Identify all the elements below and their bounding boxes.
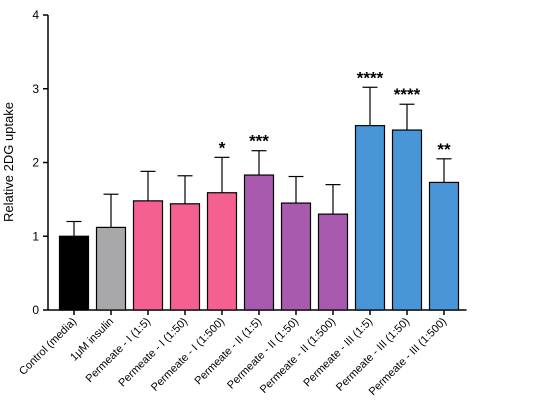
chart-significance-markers: * ************* [219,68,451,159]
bar [391,129,423,311]
bar [354,125,386,311]
bar [58,235,90,311]
y-tick-label: 3 [32,82,39,96]
y-tick-label: 0 [32,303,39,317]
chart-error-bars [66,86,452,237]
significance-label: **** [357,68,384,87]
bar [169,203,201,311]
y-axis-title: Relative 2DG uptake [1,102,16,222]
significance-label: *** [249,132,269,151]
significance-label: * [219,138,226,157]
y-tick-label: 1 [32,229,39,243]
chart-bars [58,125,460,311]
significance-label: **** [394,85,421,104]
bar [317,213,349,311]
x-tick-label: Permeate - I (1:50) [116,316,190,390]
bar [95,226,127,311]
bar [243,174,275,311]
bar [132,200,164,311]
x-tick-label: Permeate - II (1:50) [225,316,301,392]
x-tick-label: Permeate - III (1:5) [301,316,375,390]
significance-label: ** [437,140,451,159]
bar [280,202,312,311]
x-tick-label: Permeate - I (1:5) [84,316,153,385]
x-tick-label: Control (media) [17,316,79,378]
x-tick-label: Permeate - II (1:5) [193,316,265,388]
y-tick-label: 2 [32,156,39,170]
bar [428,181,460,311]
bar [206,192,238,311]
y-tick-label: 4 [32,8,39,22]
